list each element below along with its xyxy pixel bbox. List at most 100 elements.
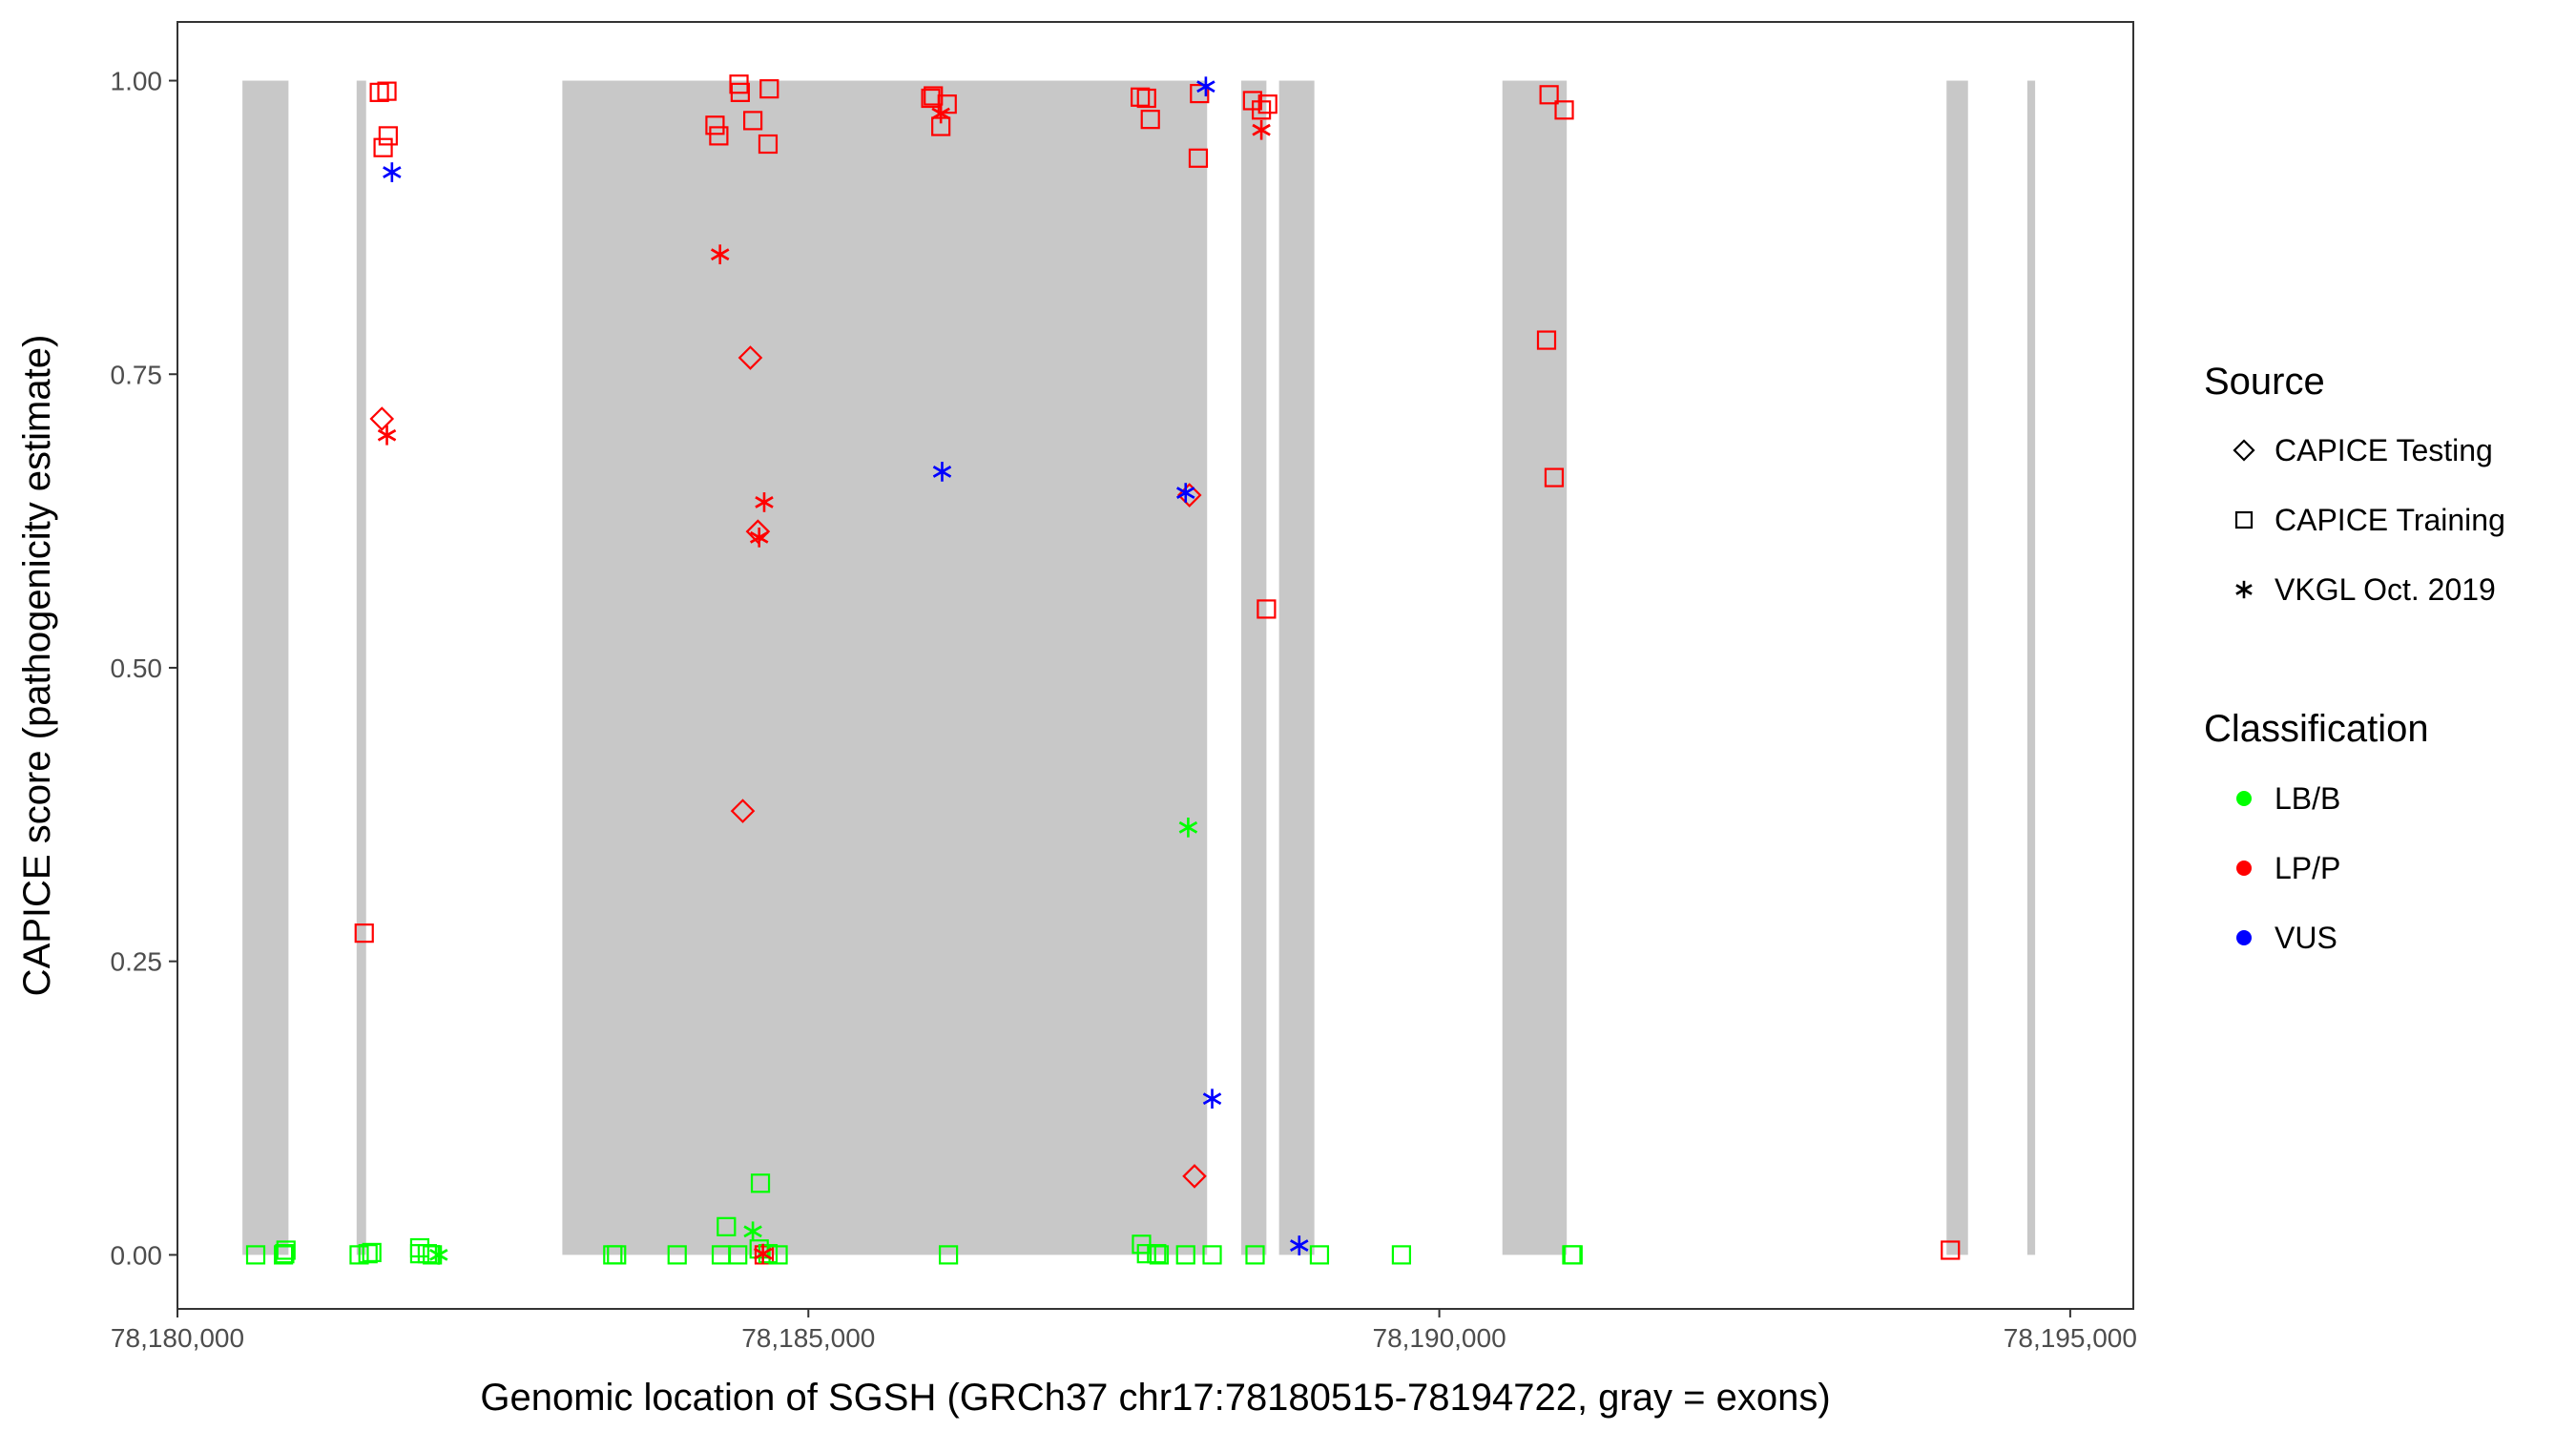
point-square: [938, 1245, 959, 1265]
exon-band: [2026, 80, 2036, 1255]
x-tick-label: 78,185,000: [741, 1323, 875, 1353]
point-square: [1175, 1245, 1195, 1265]
y-axis-title: CAPICE score (pathogenicity estimate): [16, 335, 58, 997]
point-square: [378, 126, 398, 146]
point-square: [1391, 1245, 1412, 1265]
legend-class-swatch: [2236, 791, 2252, 806]
point-square: [754, 1245, 775, 1265]
exon-band: [1240, 80, 1267, 1255]
point-square: [705, 115, 725, 135]
y-tick-label: 0.25: [111, 947, 163, 977]
point-diamond: [369, 406, 395, 431]
series-group: [354, 74, 1961, 1265]
y-tick-label: 0.75: [111, 360, 163, 389]
point-square: [1131, 87, 1151, 107]
point-square: [1136, 88, 1156, 109]
series-group: [383, 76, 1309, 1255]
x-tick-label: 78,180,000: [111, 1323, 244, 1353]
point-diamond: [2233, 439, 2255, 462]
series-group: [429, 818, 1198, 1265]
point-asterisk: [931, 103, 950, 124]
point-square: [1140, 110, 1160, 130]
point-asterisk: [932, 462, 952, 482]
point-square: [1257, 599, 1277, 619]
point-square: [1562, 1245, 1582, 1265]
point-square: [245, 1245, 266, 1265]
y-tick-label: 0.50: [111, 653, 163, 683]
exon-band: [1502, 80, 1568, 1255]
point-asterisk: [1290, 1235, 1309, 1255]
point-diamond: [745, 519, 771, 544]
point-square: [937, 94, 957, 114]
legend-class-swatch: [2236, 930, 2252, 945]
x-tick-label: 78,195,000: [2004, 1323, 2137, 1353]
point-asterisk: [1178, 818, 1198, 838]
point-square: [758, 1244, 779, 1264]
point-square: [1147, 1244, 1167, 1264]
series-group: [245, 1173, 1583, 1265]
point-square: [362, 1242, 382, 1263]
point-square: [275, 1244, 295, 1264]
point-square: [1202, 1245, 1222, 1265]
point-asterisk: [743, 1221, 762, 1242]
point-square: [1941, 1240, 1961, 1260]
series-group: [377, 103, 1271, 1264]
point-square: [607, 1245, 627, 1265]
point-square: [728, 1245, 748, 1265]
exon-band: [242, 80, 289, 1255]
point-square: [373, 137, 393, 157]
y-tick-label: 0.00: [111, 1240, 163, 1270]
legend-source-title: Source: [2204, 361, 2325, 403]
point-square: [1190, 83, 1210, 104]
point-square: [1251, 100, 1272, 120]
point-asterisk: [755, 492, 774, 512]
exon-band: [1946, 80, 1968, 1255]
exon-band: [356, 80, 366, 1255]
exon-band: [562, 80, 1208, 1255]
legend-classification-title: Classification: [2204, 708, 2429, 750]
point-square: [750, 1173, 771, 1193]
legend-class-label: VUS: [2275, 921, 2337, 955]
point-square: [273, 1245, 294, 1265]
point-square: [1544, 467, 1565, 487]
point-asterisk: [754, 1243, 773, 1264]
point-square: [1149, 1245, 1170, 1265]
point-square: [2234, 510, 2254, 529]
point-square: [1309, 1245, 1330, 1265]
x-tick-label: 78,190,000: [1373, 1323, 1506, 1353]
point-square: [758, 134, 779, 155]
point-diamond: [1182, 1164, 1207, 1189]
point-asterisk: [750, 527, 769, 548]
axes: 78,180,000 78,185,000 78,190,000 78,195,000…: [111, 67, 2137, 1353]
point-square: [1136, 1244, 1156, 1264]
legend-class-label: LP/P: [2275, 851, 2340, 885]
series-group: [369, 345, 1207, 1189]
point-square: [358, 1244, 378, 1264]
point-square: [1257, 94, 1278, 114]
point-square: [276, 1240, 296, 1260]
point-square: [1245, 1245, 1265, 1265]
point-asterisk: [429, 1245, 448, 1265]
point-square: [768, 1245, 788, 1265]
point-asterisk: [377, 425, 397, 446]
point-asterisk: [1176, 483, 1195, 503]
point-square: [1536, 330, 1557, 350]
plot-panel-border: [177, 21, 2134, 1310]
point-square: [717, 1216, 737, 1236]
legend-source-label: VKGL Oct. 2019: [2275, 572, 2496, 607]
point-asterisk: [1196, 76, 1215, 97]
legend: Source Classification CAPICE Testing CAPI…: [2204, 361, 2505, 955]
point-diamond: [730, 798, 756, 823]
point-square: [730, 82, 750, 102]
point-square: [377, 81, 397, 101]
point-asterisk: [383, 162, 402, 182]
point-square: [667, 1245, 687, 1265]
point-square: [742, 111, 763, 131]
exon-band: [1278, 80, 1315, 1255]
y-tick-label: 1.00: [111, 67, 163, 96]
point-square: [709, 126, 729, 146]
point-diamond: [737, 345, 763, 370]
point-asterisk: [711, 244, 730, 265]
legend-class-swatch: [2236, 861, 2252, 876]
